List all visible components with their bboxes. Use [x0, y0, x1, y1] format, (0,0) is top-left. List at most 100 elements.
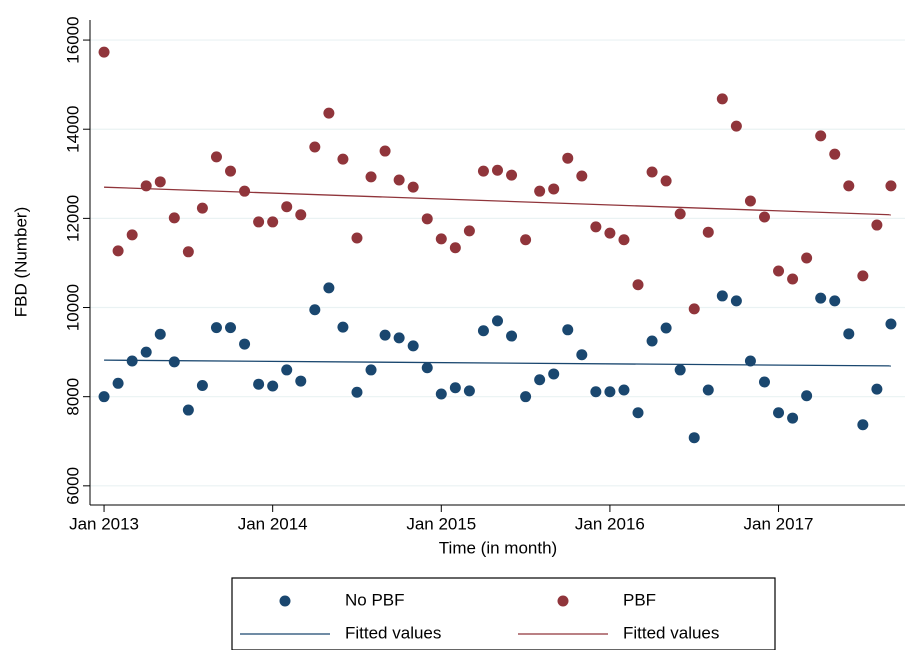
point [702, 384, 714, 396]
point [281, 364, 293, 376]
point [323, 107, 335, 119]
fit-line [104, 186, 891, 216]
point [773, 407, 785, 419]
point [520, 234, 532, 246]
point [463, 385, 475, 397]
point [885, 318, 897, 330]
point [618, 384, 630, 396]
point [646, 166, 658, 178]
point [660, 322, 672, 334]
point [267, 380, 279, 392]
legend-dot [557, 595, 569, 607]
point [857, 270, 869, 282]
x-tick-label: Jan 2017 [744, 514, 814, 533]
point [309, 304, 321, 316]
point [758, 211, 770, 223]
point [393, 174, 405, 186]
point [843, 180, 855, 192]
point [618, 234, 630, 246]
y-tick-label: 16000 [63, 16, 82, 63]
point [337, 153, 349, 165]
legend-label: PBF [623, 590, 656, 609]
x-tick-label: Jan 2013 [69, 514, 139, 533]
point [534, 374, 546, 386]
point [871, 383, 883, 395]
point [688, 432, 700, 444]
point [730, 120, 742, 132]
point [492, 164, 503, 176]
point [154, 328, 166, 340]
point [435, 388, 447, 400]
point [801, 252, 813, 264]
point [688, 303, 700, 315]
point [210, 322, 222, 334]
point [674, 364, 686, 376]
x-tick-label: Jan 2015 [406, 514, 476, 533]
point [239, 338, 251, 350]
point [126, 355, 138, 367]
y-tick-label: 10000 [63, 284, 82, 331]
x-tick-label: Jan 2014 [238, 514, 308, 533]
point [168, 212, 180, 224]
point [548, 183, 560, 195]
point [506, 330, 518, 342]
point [548, 368, 560, 380]
point [253, 378, 265, 390]
point [562, 324, 574, 336]
point [309, 141, 321, 153]
point [857, 419, 869, 431]
point [140, 180, 152, 192]
point [435, 233, 447, 245]
point [449, 242, 461, 254]
point [112, 377, 124, 389]
point [477, 165, 489, 177]
fit-line [104, 359, 891, 367]
point [477, 325, 489, 337]
point [730, 295, 742, 307]
point [590, 221, 602, 233]
point [267, 216, 279, 228]
point [576, 170, 588, 182]
point [646, 335, 658, 347]
point [576, 349, 588, 361]
point [632, 279, 644, 291]
point [744, 195, 756, 207]
point [98, 391, 110, 403]
point [674, 208, 686, 220]
point [196, 380, 208, 392]
point [225, 322, 237, 334]
x-tick-label: Jan 2016 [575, 514, 645, 533]
y-axis-label: FBD (Number) [11, 207, 30, 318]
point [281, 201, 293, 213]
point [225, 165, 237, 177]
y-tick-label: 12000 [63, 195, 82, 242]
point [407, 340, 419, 352]
point [337, 321, 349, 333]
point [239, 185, 251, 197]
point [801, 390, 813, 402]
point [492, 315, 503, 327]
point [421, 213, 433, 225]
point [829, 148, 841, 160]
point [112, 245, 124, 257]
legend-dot [279, 595, 291, 607]
point [787, 412, 799, 424]
point [98, 46, 110, 58]
y-tick-label: 14000 [63, 106, 82, 153]
y-tick-label: 6000 [63, 467, 82, 505]
point [393, 332, 405, 344]
point [716, 93, 728, 105]
point [534, 185, 546, 197]
point [379, 329, 391, 341]
point [716, 290, 728, 302]
point [351, 386, 363, 398]
y-tick-label: 8000 [63, 378, 82, 416]
point [815, 130, 827, 142]
point [604, 227, 616, 239]
point [182, 246, 194, 258]
point [196, 202, 208, 214]
point [351, 232, 363, 244]
point [885, 180, 897, 192]
point [660, 175, 672, 187]
